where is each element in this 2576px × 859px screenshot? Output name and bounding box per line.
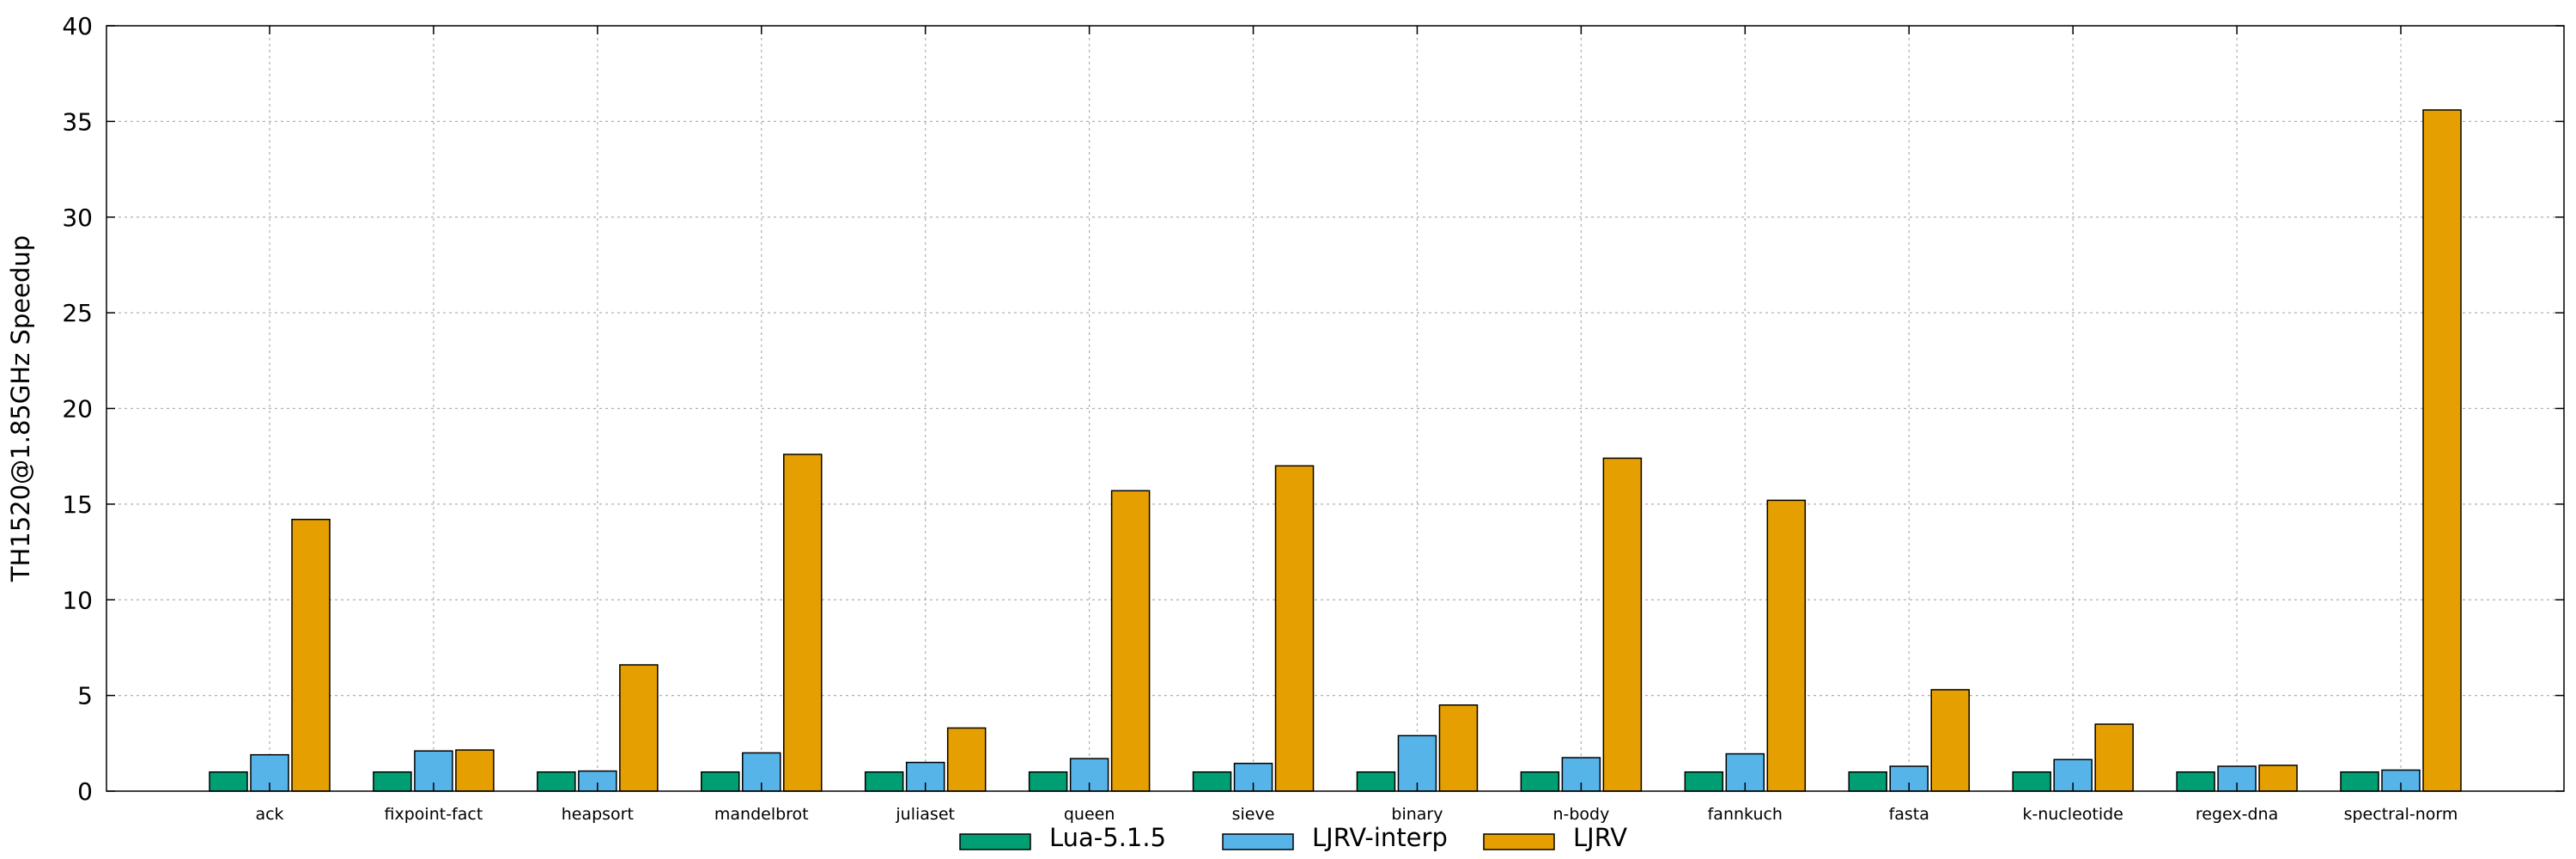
y-tick-label: 5 [77, 682, 93, 710]
x-tick-labels: ack fixpoint-fact heapsort mandelbrot julias… [255, 805, 2458, 824]
x-tick-label: fasta [1889, 805, 1929, 824]
x-tick-label: regex-dna [2196, 805, 2278, 824]
bar-ljrv-k-nucleotide [2094, 723, 2134, 792]
legend: Lua-5.1.5 LJRV-interp LJRV [959, 823, 1627, 852]
bar-lua-5-1-5-mandelbrot [701, 771, 740, 792]
legend-swatch-lua-5-1-5 [959, 833, 1031, 850]
y-tick-label: 30 [62, 204, 93, 232]
bar-lua-5-1-5-juliaset [864, 771, 904, 792]
plot-frame [106, 25, 2565, 792]
bar-ljrv-queen [1110, 490, 1151, 792]
y-tick-labels: 0 5 10 15 20 25 30 35 40 [62, 12, 93, 806]
bar-ljrv-ack [291, 518, 331, 792]
bar-ljrv-fasta [1930, 689, 1970, 792]
bar-ljrv-spectral-norm [2422, 109, 2462, 792]
bar-ljrv-fannkuch [1766, 499, 1807, 792]
bar-ljrv-interp-k-nucleotide [2053, 758, 2093, 792]
bar-ljrv-sieve [1274, 465, 1315, 792]
bar-ljrv-interp-binary [1397, 734, 1437, 792]
grid-lines [106, 26, 2564, 791]
bar-ljrv-juliaset [946, 727, 987, 792]
axes [106, 25, 2565, 792]
bar-lua-5-1-5-queen [1028, 771, 1068, 792]
x-tick-label: n-body [1552, 805, 1609, 824]
x-tick-label: spectral-norm [2344, 805, 2458, 824]
bar-lua-5-1-5-ack [209, 771, 248, 792]
x-tick-label: mandelbrot [714, 805, 809, 824]
legend-swatch-ljrv [1483, 833, 1555, 850]
bars [209, 109, 2462, 792]
y-tick-label: 25 [62, 299, 93, 327]
bar-lua-5-1-5-n-body [1520, 771, 1560, 792]
bar-lua-5-1-5-binary [1356, 771, 1396, 792]
bar-lua-5-1-5-k-nucleotide [2012, 771, 2051, 792]
x-tick-label: fixpoint-fact [385, 805, 483, 824]
bar-lua-5-1-5-spectral-norm [2340, 771, 2379, 792]
x-tick-label: queen [1064, 805, 1115, 824]
x-tick-label: sieve [1232, 805, 1275, 824]
y-tick-label: 40 [62, 12, 93, 40]
bar-ljrv-n-body [1602, 457, 1643, 792]
y-tick-label: 20 [62, 395, 93, 423]
bar-lua-5-1-5-sieve [1192, 771, 1232, 792]
bar-ljrv-interp-juliaset [905, 761, 945, 792]
x-tick-label: juliaset [895, 805, 955, 824]
legend-label: LJRV-interp [1312, 823, 1448, 852]
legend-label: Lua-5.1.5 [1049, 823, 1166, 852]
bar-lua-5-1-5-heapsort [537, 771, 576, 792]
x-tick-label: k-nucleotide [2022, 805, 2123, 824]
bar-lua-5-1-5-fixpoint-fact [373, 771, 412, 792]
bar-ljrv-fixpoint-fact [455, 749, 495, 792]
bar-lua-5-1-5-fannkuch [1684, 771, 1724, 792]
bar-ljrv-binary [1438, 704, 1479, 792]
y-axis-label: TH1520@1.85GHz Speedup [6, 235, 35, 582]
legend-swatch-ljrv-interp [1222, 833, 1294, 850]
x-tick-label: fannkuch [1708, 805, 1783, 824]
bar-ljrv-mandelbrot [783, 454, 823, 792]
legend-label: LJRV [1573, 823, 1627, 852]
bar-ljrv-heapsort [619, 664, 659, 792]
x-tick-label: ack [255, 805, 283, 824]
x-tick-label: binary [1391, 805, 1443, 824]
y-tick-label: 35 [62, 107, 93, 136]
bar-lua-5-1-5-fasta [1848, 771, 1887, 792]
y-tick-label: 0 [77, 777, 93, 806]
bar-lua-5-1-5-regex-dna [2176, 771, 2215, 792]
y-tick-label: 15 [62, 490, 93, 519]
x-tick-label: heapsort [562, 805, 634, 824]
bar-ljrv-regex-dna [2258, 765, 2298, 792]
y-tick-label: 10 [62, 586, 93, 614]
